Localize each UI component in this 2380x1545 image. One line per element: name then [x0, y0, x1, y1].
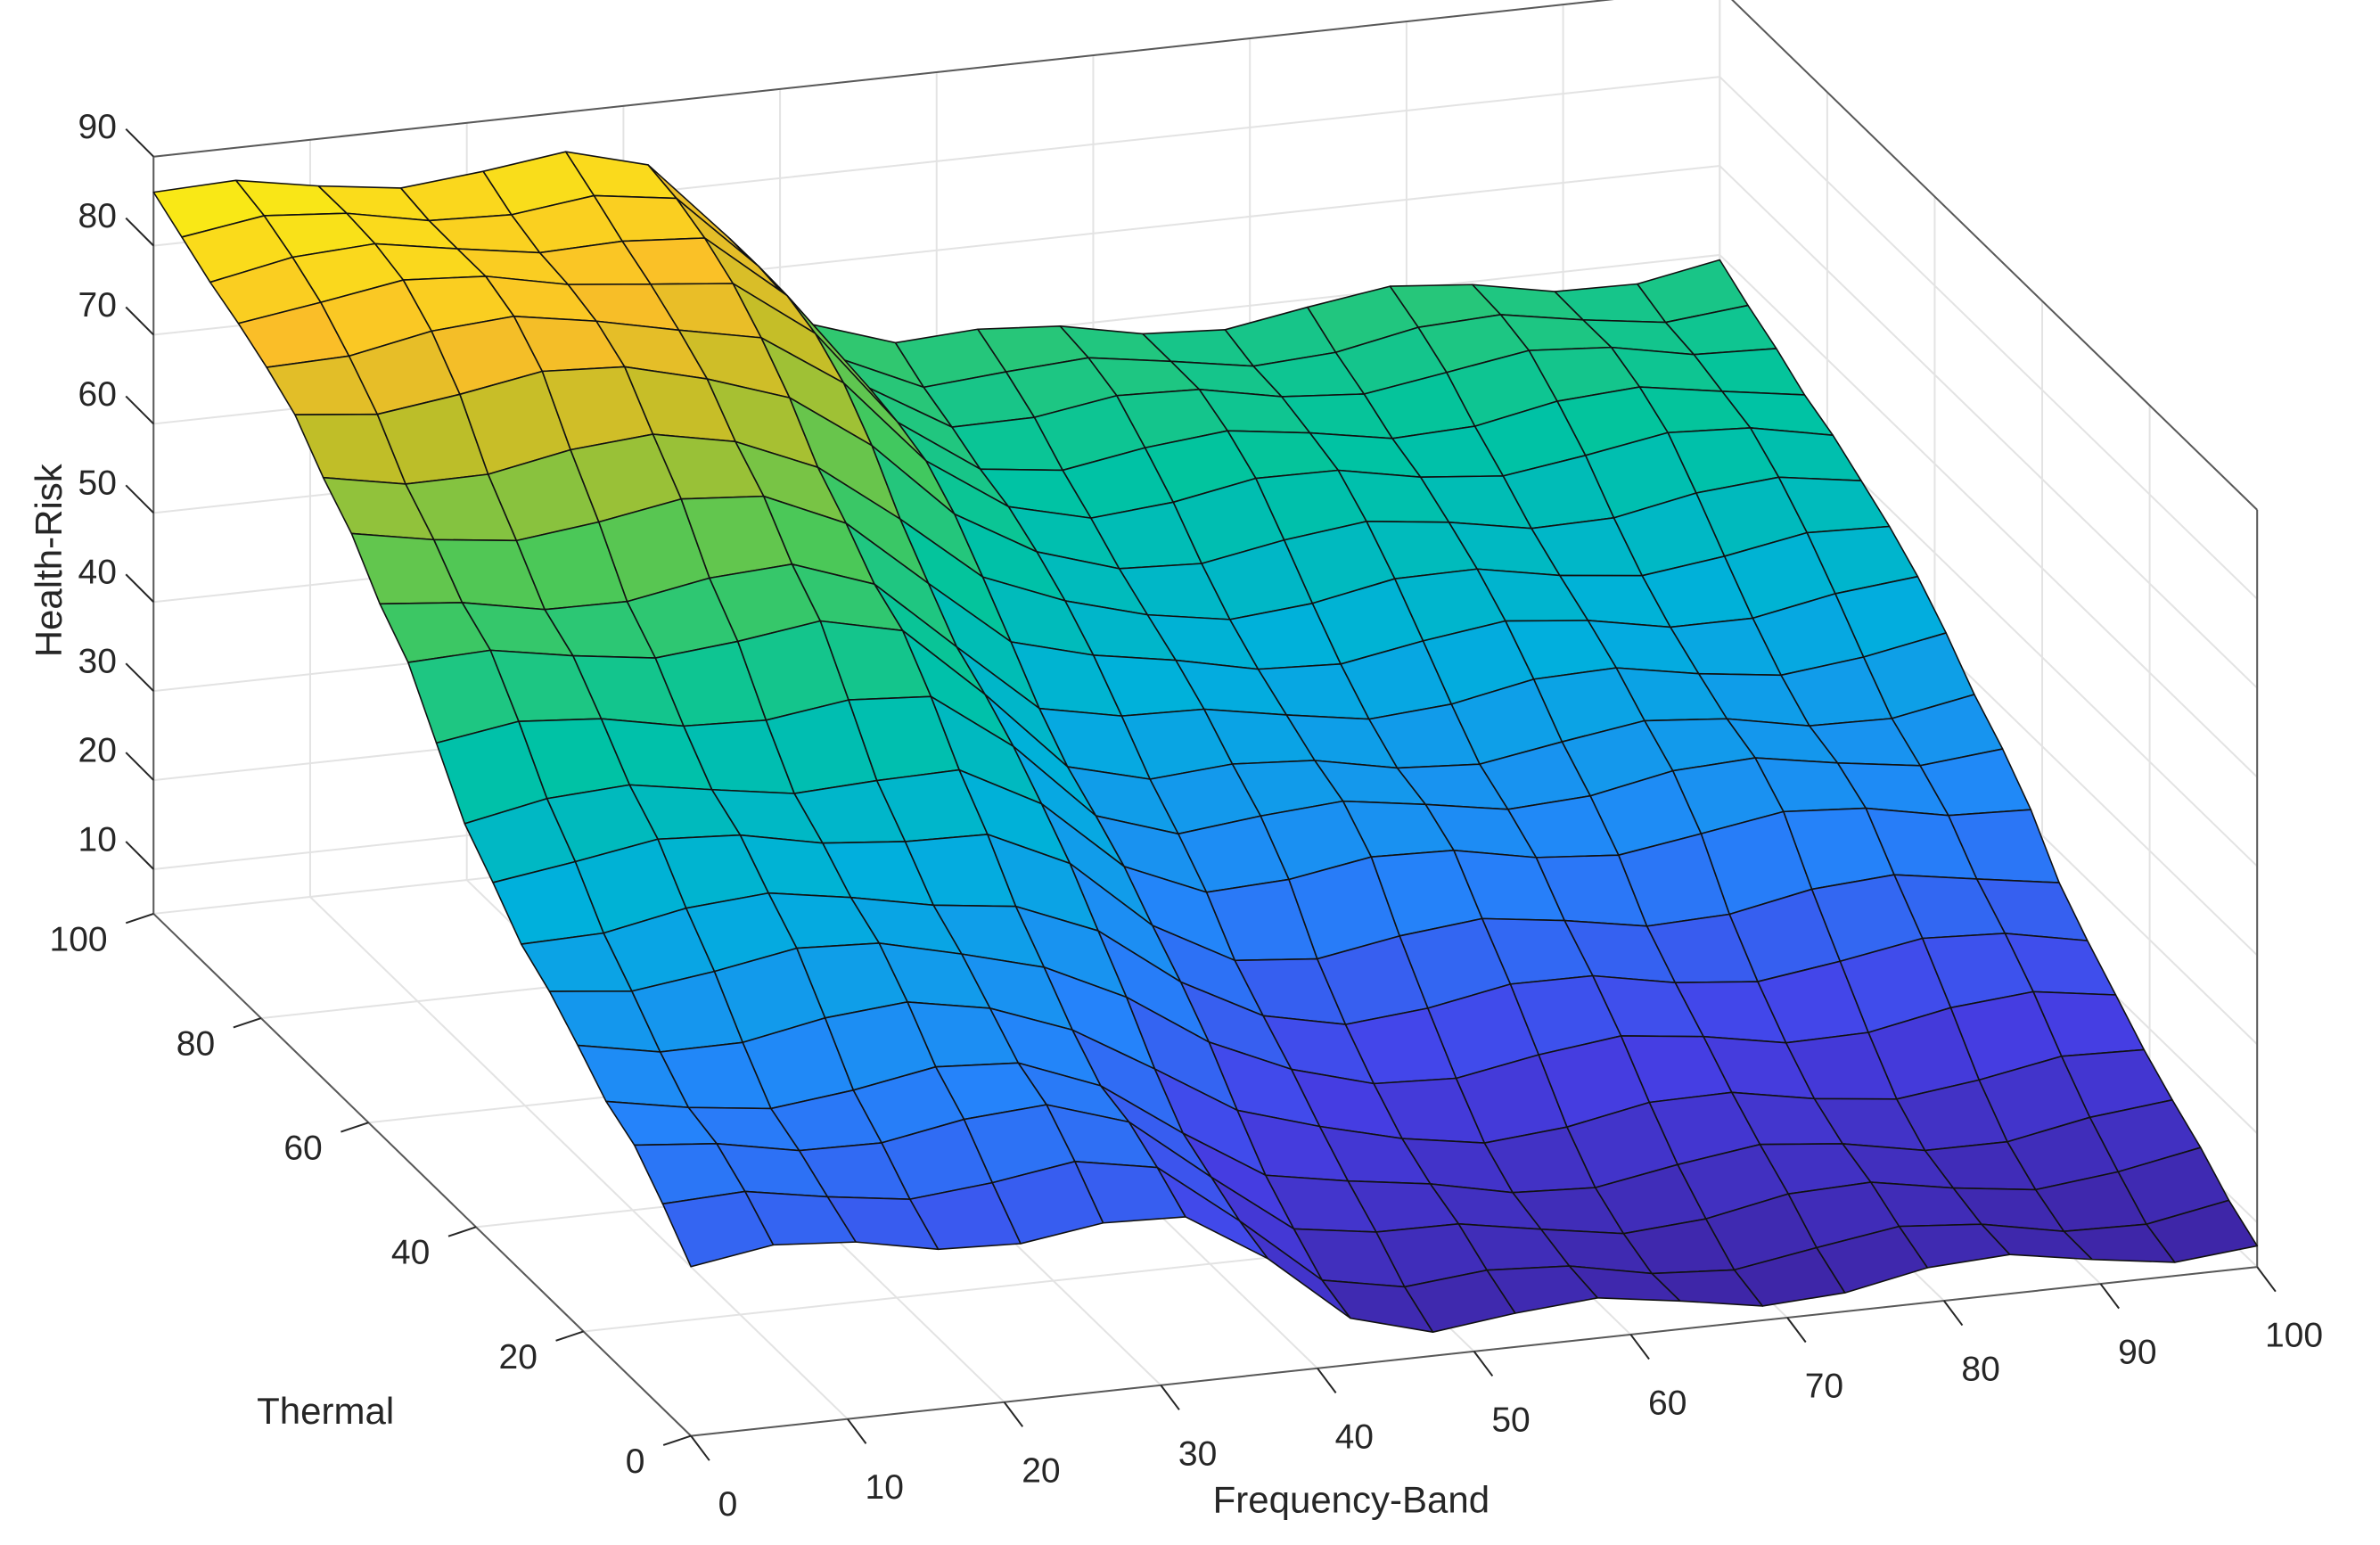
x-tick-label: 50	[1491, 1401, 1530, 1439]
x-tick-label: 20	[1022, 1451, 1060, 1490]
x-tick-mark	[2099, 1283, 2120, 1310]
z-tick-mark	[125, 841, 154, 870]
y-tick-mark	[555, 1330, 584, 1342]
z-tick-mark	[125, 752, 154, 781]
z-tick-label: 20	[78, 731, 117, 769]
x-tick-mark	[1786, 1317, 1807, 1344]
x-axis-label: Frequency-Band	[1213, 1479, 1490, 1521]
grid-line-x-floor	[309, 896, 849, 1420]
x-tick-label: 80	[1961, 1351, 1999, 1389]
z-tick-label: 30	[78, 642, 117, 680]
x-tick-mark	[1629, 1334, 1650, 1360]
x-tick-label: 100	[2265, 1317, 2323, 1355]
z-tick-mark	[125, 573, 154, 603]
z-tick-mark	[125, 662, 154, 692]
y-tick-mark	[341, 1122, 369, 1133]
z-tick-mark	[125, 484, 154, 514]
y-tick-mark	[125, 912, 154, 925]
surface-patch	[2146, 1199, 2258, 1263]
axis-edge	[152, 913, 692, 1437]
y-tick-mark	[233, 1017, 262, 1029]
x-tick-label: 40	[1335, 1418, 1374, 1456]
z-tick-mark	[125, 217, 154, 247]
z-tick-mark	[125, 127, 154, 158]
x-tick-label: 10	[866, 1468, 904, 1507]
y-tick-label: 40	[391, 1234, 430, 1272]
axis-edge	[153, 0, 1614, 158]
z-tick-mark	[125, 395, 154, 425]
z-tick-label: 70	[78, 286, 117, 325]
z-tick-label: 60	[78, 375, 117, 414]
x-tick-mark	[1160, 1385, 1180, 1410]
y-tick-mark	[447, 1226, 477, 1237]
x-tick-mark	[1942, 1300, 1964, 1327]
y-tick-label: 0	[626, 1442, 645, 1481]
z-axis-label: Health-Risk	[28, 463, 70, 657]
y-axis-label: Thermal	[257, 1390, 394, 1432]
x-tick-mark	[1003, 1401, 1024, 1427]
z-tick-label: 10	[78, 820, 117, 859]
x-tick-mark	[847, 1418, 867, 1444]
x-tick-mark	[2256, 1266, 2277, 1293]
z-tick-label: 40	[78, 554, 117, 592]
y-tick-label: 20	[499, 1338, 538, 1377]
y-tick-label: 80	[176, 1024, 215, 1063]
x-tick-label: 60	[1648, 1384, 1687, 1422]
x-tick-mark	[1473, 1351, 1494, 1377]
surface	[152, 151, 2258, 1333]
z-tick-label: 90	[78, 108, 117, 146]
x-tick-mark	[1317, 1368, 1337, 1393]
y-tick-label: 60	[283, 1130, 322, 1168]
x-tick-mark	[690, 1435, 710, 1461]
z-tick-label: 80	[78, 197, 117, 235]
y-tick-label: 100	[50, 920, 108, 958]
x-tick-label: 70	[1805, 1368, 1843, 1406]
z-tick-mark	[125, 306, 154, 336]
z-tick-label: 50	[78, 464, 117, 503]
x-tick-label: 0	[718, 1485, 738, 1524]
axis-edge	[1731, 0, 2258, 511]
x-tick-label: 90	[2118, 1334, 2156, 1372]
y-tick-mark	[662, 1434, 692, 1446]
x-tick-label: 30	[1178, 1434, 1217, 1473]
tick-labels: 0 10 20 30 40 50 60 70 80 90 100 0 20 40 60 80 100 10 20 30…	[50, 108, 2324, 1524]
